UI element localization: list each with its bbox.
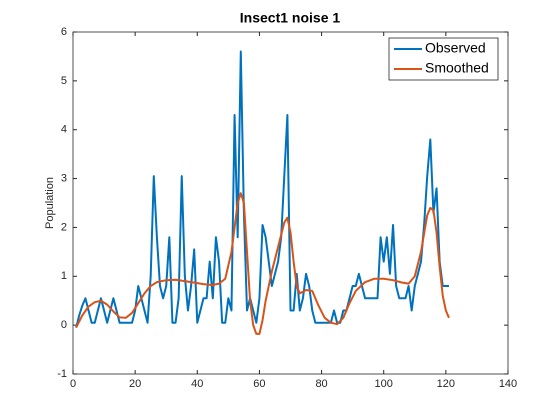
x-tick-label: 60 — [253, 378, 265, 390]
legend-box — [388, 37, 499, 81]
x-tick-label: 100 — [375, 378, 393, 390]
axes-box — [72, 31, 509, 375]
y-tick-label: 6 — [61, 26, 67, 38]
x-tick-label: 140 — [499, 378, 517, 390]
x-tick-label: 40 — [191, 378, 203, 390]
y-tick-label: 1 — [61, 270, 67, 282]
y-tick-label: 4 — [61, 124, 67, 136]
y-tick-label: -1 — [57, 368, 67, 380]
chart-title: Insect1 noise 1 — [240, 10, 341, 26]
line-series — [75, 192, 450, 335]
y-tick-label: 3 — [61, 172, 67, 184]
x-tick-label: 0 — [70, 378, 76, 390]
y-axis-label: Population — [44, 177, 56, 229]
x-tick-label: 120 — [437, 378, 455, 390]
x-tick-label: 20 — [129, 378, 141, 390]
legend-label: Smoothed — [425, 60, 489, 76]
legend-label: Observed — [425, 40, 486, 56]
x-tick-label: 80 — [315, 378, 327, 390]
line-series — [75, 50, 449, 328]
y-tick-label: 0 — [61, 319, 67, 331]
y-tick-label: 5 — [61, 75, 67, 87]
y-tick-label: 2 — [61, 221, 67, 233]
